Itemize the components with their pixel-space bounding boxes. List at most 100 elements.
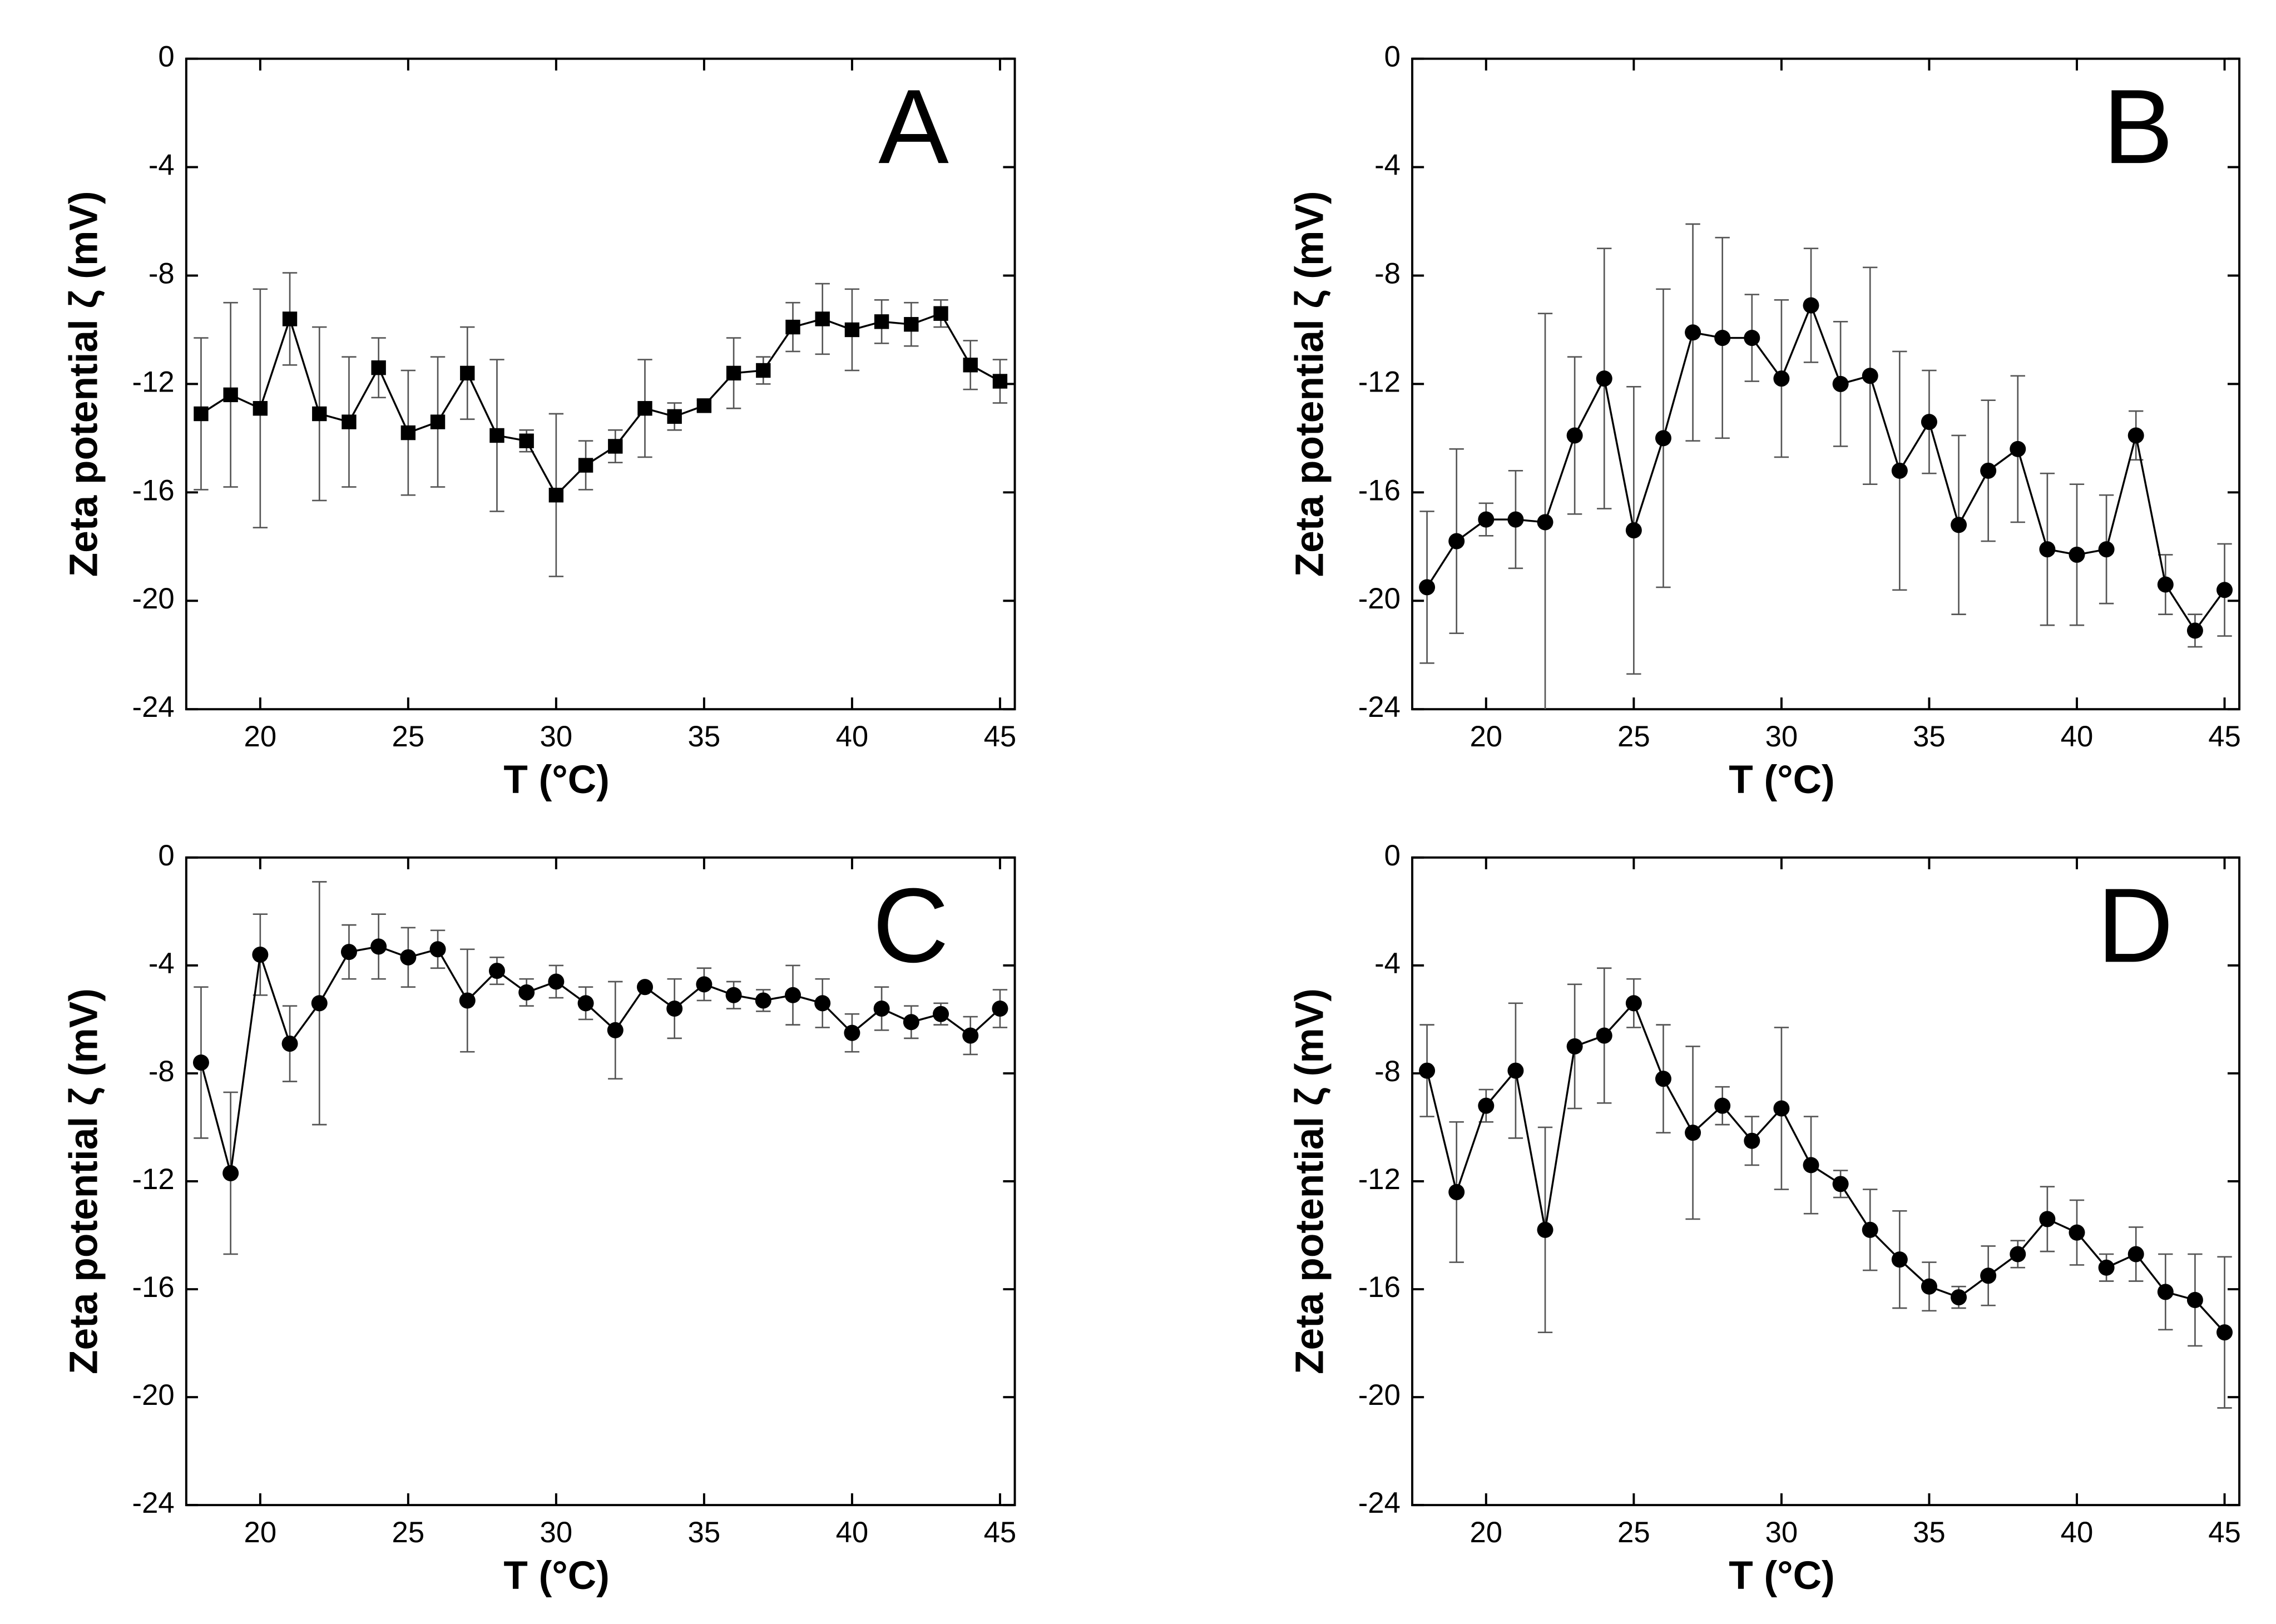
panel-label: A [878,68,949,186]
marker [904,316,919,332]
plot-area [1419,223,2233,710]
marker [2098,1259,2115,1276]
marker [1685,1125,1701,1141]
marker [577,995,594,1012]
panel-label: B [2103,68,2174,186]
marker [2216,582,2233,598]
marker [2069,546,2085,563]
marker [1448,1184,1465,1200]
marker [1832,1176,1849,1192]
marker [400,949,417,966]
marker [903,1014,919,1031]
marker [1566,427,1583,444]
marker [2098,541,2115,558]
marker [1448,533,1465,549]
y-tick-label: -24 [1358,1487,1401,1519]
marker [400,425,416,440]
marker [1419,579,1436,596]
y-tick-label: -16 [132,1271,175,1304]
x-axis-label: T (°C) [1729,1554,1835,1598]
y-tick-label: -12 [132,365,175,398]
marker [1980,462,1997,479]
y-axis-label: Zeta potential ζ (mV) [62,988,106,1374]
marker [992,374,1008,389]
marker [815,311,830,326]
marker [1714,330,1731,346]
marker [371,360,386,375]
x-tick-label: 40 [836,1516,869,1549]
marker [548,973,565,990]
x-tick-label: 45 [984,1516,1017,1549]
marker [2157,576,2174,593]
x-tick-label: 35 [688,720,721,753]
y-tick-label: 0 [158,839,174,872]
panel-label: D [2097,867,2173,984]
x-tick-label: 20 [1469,1516,1502,1549]
y-tick-label: -4 [1374,148,1401,181]
y-tick-label: -8 [1374,257,1401,290]
marker [637,401,652,416]
marker [2069,1224,2085,1241]
marker [1744,330,1760,346]
y-axis-label: Zeta potential ζ (mV) [1288,988,1332,1374]
marker [1862,368,1878,384]
marker [873,1000,890,1017]
marker [2039,541,2056,558]
marker [2127,427,2144,444]
marker [1862,1221,1878,1238]
marker [2216,1324,2233,1341]
marker [488,963,505,979]
marker [518,984,535,1001]
marker [1744,1132,1760,1149]
marker [1596,1027,1612,1044]
y-tick-label: 0 [158,41,174,73]
marker [252,946,269,963]
marker [1951,1289,1967,1306]
marker [2186,622,2203,639]
y-axis-label: Zeta potential ζ (mV) [62,191,106,577]
marker [963,358,978,373]
marker [253,401,268,416]
marker [1655,1071,1671,1087]
y-tick-label: -4 [1374,947,1401,980]
marker [1478,1097,1495,1114]
y-tick-label: -16 [1358,1271,1401,1304]
y-tick-label: -12 [132,1163,175,1196]
x-tick-label: 25 [1617,1516,1650,1549]
marker [2157,1284,2174,1300]
panel: 0 -4 -8 -12 -16 -20 -24 20 25 30 35 40 45 T (°C) Zeta … [1288,839,2241,1598]
marker [1803,297,1819,314]
x-tick-label: 20 [1469,720,1502,753]
marker [1655,430,1671,447]
y-tick-label: -12 [1358,1163,1401,1196]
marker [1832,375,1849,392]
marker [696,976,713,993]
marker [489,428,504,443]
x-tick-label: 40 [2061,1516,2094,1549]
y-tick-label: -20 [1358,1379,1401,1412]
x-tick-label: 45 [2208,1516,2241,1549]
panel-label: C [873,867,949,984]
x-tick-label: 35 [688,1516,721,1549]
marker [667,409,682,424]
plot-area [194,272,1008,577]
x-tick-label: 40 [836,720,869,753]
y-tick-label: -12 [1358,365,1401,398]
marker [844,322,860,338]
x-tick-label: 35 [1913,1516,1946,1549]
marker [1891,1251,1908,1268]
marker [1921,414,1937,430]
marker [1714,1097,1731,1114]
marker [1951,517,1967,533]
marker [223,387,238,403]
marker [696,398,712,413]
marker [1625,995,1642,1012]
x-tick-label: 30 [1765,720,1798,753]
y-tick-label: -16 [132,474,175,507]
marker [607,1022,624,1038]
y-tick-label: -20 [132,582,175,615]
marker [430,414,446,429]
marker [2039,1211,2056,1227]
marker [1891,462,1908,479]
